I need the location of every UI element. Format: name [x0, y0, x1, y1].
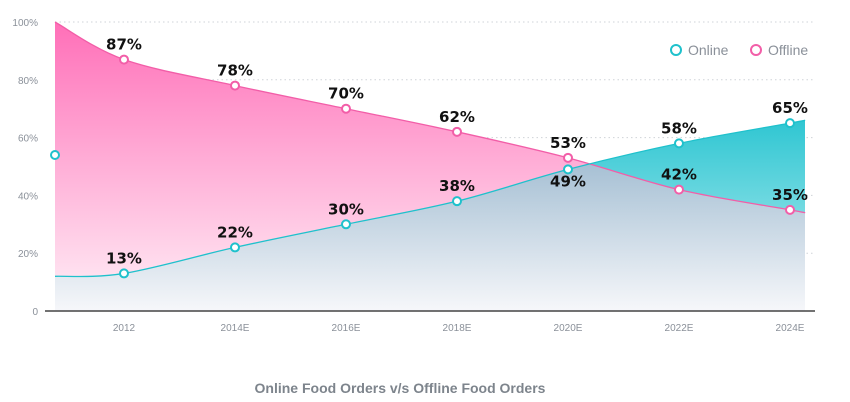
online-point[interactable] [563, 164, 573, 175]
online-point[interactable] [452, 196, 462, 207]
x-tick-label: 2014E [221, 323, 250, 334]
offline-point[interactable] [452, 126, 462, 137]
x-tick-label: 2016E [332, 323, 361, 334]
y-tick-label: 60% [18, 134, 38, 145]
data-label: 13% [106, 249, 142, 267]
x-tick-label: 2024E [776, 323, 805, 334]
data-label: 42% [661, 166, 697, 184]
offline-point[interactable] [341, 103, 351, 114]
data-label: 70% [328, 85, 364, 103]
chart-title: Online Food Orders v/s Offline Food Orde… [254, 380, 546, 396]
offline-point[interactable] [674, 184, 684, 195]
data-label: 49% [550, 172, 586, 190]
data-label: 22% [217, 223, 253, 241]
x-tick-label: 2012 [113, 323, 136, 334]
y-tick-label: 40% [18, 191, 38, 202]
offline-point[interactable] [230, 80, 240, 91]
legend-marker-online [670, 44, 682, 56]
y-tick-label: 100% [12, 18, 38, 29]
data-label: 38% [439, 177, 475, 195]
legend-label-online: Online [688, 42, 729, 58]
online-point[interactable] [119, 268, 129, 279]
online-point[interactable] [785, 118, 795, 129]
data-label: 65% [772, 99, 808, 117]
data-label: 35% [772, 186, 808, 204]
data-label: 78% [217, 62, 253, 80]
x-tick-label: 2018E [443, 323, 472, 334]
legend-label-offline: Offline [768, 42, 808, 58]
data-label: 62% [439, 108, 475, 126]
y-tick-label: 20% [18, 249, 38, 260]
x-tick-label: 2020E [554, 323, 583, 334]
x-tick-label: 2022E [665, 323, 694, 334]
data-label: 87% [106, 36, 142, 54]
legend-marker-offline [750, 44, 762, 56]
y-tick-label: 0 [32, 307, 38, 318]
online-point[interactable] [341, 219, 351, 230]
online-point[interactable] [230, 242, 240, 253]
online-point[interactable] [674, 138, 684, 149]
online-marker [50, 150, 60, 160]
y-tick-label: 80% [18, 76, 38, 87]
offline-point[interactable] [563, 152, 573, 163]
data-label: 53% [550, 134, 586, 152]
offline-point[interactable] [785, 204, 795, 215]
offline-point[interactable] [119, 54, 129, 65]
data-label: 58% [661, 119, 697, 137]
data-label: 30% [328, 200, 364, 218]
